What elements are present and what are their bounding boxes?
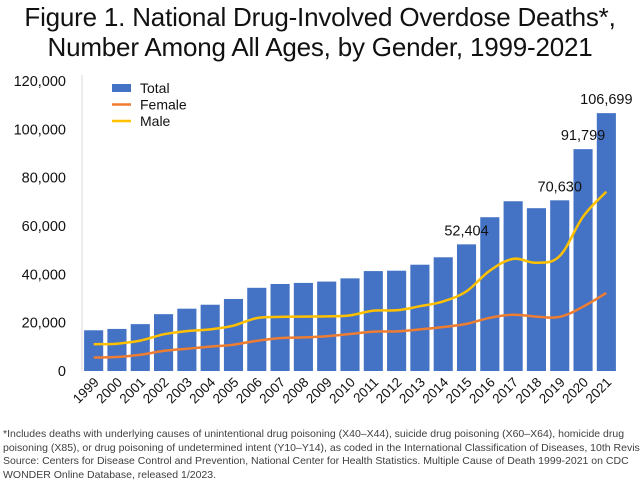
bar-total-2003 bbox=[177, 308, 197, 371]
x-tick-label: 2016 bbox=[466, 375, 498, 407]
bar-total-2005 bbox=[223, 298, 244, 371]
x-tick-label: 2007 bbox=[256, 375, 288, 407]
line-male bbox=[93, 190, 608, 346]
legend-swatch-total bbox=[112, 84, 131, 92]
footnote-line-4: WONDER Online Database, released 1/2023. bbox=[3, 468, 217, 481]
bar-total-2019 bbox=[550, 200, 570, 371]
bar-total-2016 bbox=[480, 217, 500, 371]
data-labels: 52,404 70,630 91,799 106,699 bbox=[444, 92, 632, 239]
bar-total-2018 bbox=[526, 208, 546, 371]
legend-label-male: Male bbox=[140, 113, 171, 129]
x-tick-label: 2015 bbox=[443, 375, 475, 407]
legend-label-total: Total bbox=[140, 80, 170, 96]
line-female bbox=[93, 291, 607, 359]
bar-total-2021 bbox=[596, 113, 616, 372]
bar-total-2012 bbox=[387, 270, 407, 371]
x-tick-label: 2012 bbox=[373, 375, 405, 407]
legend-item-female: Female bbox=[112, 97, 187, 113]
bar-total-2006 bbox=[247, 287, 267, 371]
bar-total-2011 bbox=[363, 271, 383, 371]
chart-title-line-1: Figure 1. National Drug-Involved Overdos… bbox=[24, 2, 616, 32]
x-tick-label: 2006 bbox=[233, 375, 265, 407]
x-tick-label: 2013 bbox=[396, 375, 428, 407]
y-tick-label: 120,000 bbox=[14, 74, 66, 90]
data-label-2020: 91,799 bbox=[561, 128, 605, 144]
bar-total-2017 bbox=[503, 201, 523, 371]
bar-total-2015 bbox=[456, 244, 477, 371]
footnote-line-1: *Includes deaths with underlying causes … bbox=[3, 428, 625, 440]
chart-title: Figure 1. National Drug-Involved Overdos… bbox=[0, 2, 640, 62]
x-tick-label: 2004 bbox=[186, 374, 218, 406]
x-tick-label: 2005 bbox=[210, 375, 242, 407]
x-tick-label: 2001 bbox=[117, 375, 149, 407]
bar-total-2002 bbox=[154, 314, 174, 371]
bars-total bbox=[84, 113, 616, 372]
x-tick-label: 2020 bbox=[559, 375, 591, 407]
y-axis-tick-labels: 0 20,000 40,000 60,000 80,000 100,000 120,000 bbox=[14, 74, 66, 380]
x-tick-label: 2002 bbox=[140, 375, 172, 407]
bar-total-2004 bbox=[200, 304, 220, 371]
y-tick-label: 40,000 bbox=[22, 267, 66, 283]
data-label-2019: 70,630 bbox=[538, 179, 582, 195]
x-tick-label: 2017 bbox=[489, 375, 521, 407]
bar-total-2013 bbox=[410, 264, 430, 371]
data-label-2021: 106,699 bbox=[580, 92, 632, 108]
x-tick-label: 1999 bbox=[70, 375, 102, 407]
bar-total-2000 bbox=[107, 328, 127, 371]
bar-total-2001 bbox=[130, 324, 150, 371]
bar-total-2008 bbox=[293, 282, 313, 371]
chart-title-line-2: Number Among All Ages, by Gender, 1999-2… bbox=[47, 32, 593, 62]
x-tick-label: 2010 bbox=[326, 375, 358, 407]
footnote: *Includes deaths with underlying causes … bbox=[3, 428, 640, 482]
bar-total-2020 bbox=[573, 149, 593, 371]
bar-total-2014 bbox=[433, 257, 453, 371]
data-label-2015: 52,404 bbox=[444, 223, 488, 239]
bar-total-2007 bbox=[270, 283, 290, 371]
bar-total-2010 bbox=[340, 278, 360, 371]
y-tick-label: 0 bbox=[58, 364, 66, 380]
footnote-line-2: poisoning (X85), or drug poisoning of un… bbox=[3, 441, 640, 454]
x-tick-label: 2021 bbox=[583, 375, 615, 407]
legend-item-male: Male bbox=[112, 113, 171, 129]
x-tick-label: 2018 bbox=[513, 375, 545, 407]
x-tick-label: 2000 bbox=[93, 375, 125, 407]
x-tick-label: 2019 bbox=[536, 375, 568, 407]
legend-item-total: Total bbox=[112, 80, 170, 96]
y-tick-label: 100,000 bbox=[14, 122, 66, 138]
bar-total-1999 bbox=[84, 330, 104, 371]
footnote-line-3: Source: Centers for Disease Control and … bbox=[3, 455, 629, 467]
x-tick-label: 2009 bbox=[303, 375, 335, 407]
x-tick-label: 2003 bbox=[163, 375, 195, 407]
x-axis-tick-labels: 1999200020012002200320042005200620072008… bbox=[70, 374, 615, 406]
y-tick-label: 80,000 bbox=[22, 171, 66, 187]
y-tick-label: 20,000 bbox=[22, 316, 66, 332]
x-tick-label: 2008 bbox=[280, 375, 312, 407]
legend-label-female: Female bbox=[140, 97, 187, 113]
y-tick-label: 60,000 bbox=[22, 219, 66, 235]
x-tick-label: 2014 bbox=[419, 374, 451, 406]
bar-total-2009 bbox=[317, 281, 337, 371]
